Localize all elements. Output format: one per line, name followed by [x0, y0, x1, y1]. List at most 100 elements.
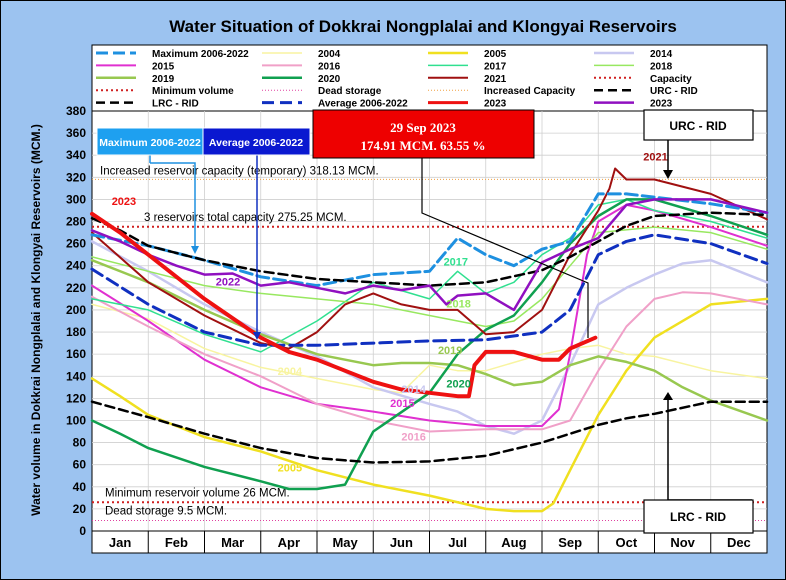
reference-label-minvol: Minimum reservoir volume 26 MCM.	[105, 487, 290, 499]
legend: Maximum 2006-2022 2004 2005 2014 2015 2016 201…	[96, 49, 698, 110]
legend-label-avg: Average 2006-2022	[318, 99, 408, 110]
legend-label-y2016: 2016	[318, 61, 341, 72]
legend-label-inc: Increased Capacity	[484, 86, 576, 97]
legend-label-y2018: 2018	[650, 61, 673, 72]
x-tick-label: Sep	[558, 535, 582, 550]
curve-label-y2020: 2020	[446, 378, 470, 390]
curve-label-y2016: 2016	[401, 431, 425, 443]
series-line-y2019	[90, 258, 769, 422]
series-line-y2005	[90, 297, 769, 513]
series-line-urc	[90, 211, 769, 287]
y-tick-label: 60	[73, 458, 87, 472]
max-annotation-text: Maximum 2006-2022	[99, 137, 201, 149]
x-axis: Jan Feb Mar Apr May Jun Jul Aug Sep Oct Nov Dec	[91, 530, 768, 554]
series-line-y2015	[91, 203, 768, 427]
curve-label-y2019: 2019	[438, 345, 462, 357]
date-box-connector	[421, 158, 589, 338]
max-box-arrow	[150, 162, 196, 252]
y-tick-label: 80	[73, 436, 87, 450]
legend-label-y2004: 2004	[318, 49, 341, 60]
curve-label-y2017: 2017	[444, 257, 468, 269]
x-tick-label: Apr	[278, 535, 300, 550]
legend-label-dead: Dead storage	[318, 86, 382, 97]
y-tick-label: 380	[66, 104, 86, 118]
avg-annotation-box	[202, 127, 311, 156]
lrc-arrow-head	[663, 392, 673, 400]
y-tick-label: 200	[66, 303, 86, 317]
series-line-y2004	[91, 303, 768, 394]
curve-label-y2005: 2005	[278, 462, 302, 474]
max-arrow-head	[191, 246, 199, 254]
legend-label-capacity: Capacity	[650, 74, 692, 85]
legend-label-minvol: Minimum volume	[152, 86, 234, 97]
legend-label-y2023p: 2023	[650, 99, 673, 110]
legend-label-y2005: 2005	[484, 49, 507, 60]
date-annotation-line2: 174.91 MCM. 63.55 %	[361, 138, 486, 153]
y-tick-label: 0	[79, 524, 86, 538]
y-tick-label: 240	[66, 259, 86, 273]
y-tick-label: 140	[66, 369, 86, 383]
series-line-y2016	[91, 291, 768, 433]
curve-label-y2018: 2018	[446, 299, 470, 311]
lrc-annotation-text: LRC - RID	[670, 510, 726, 524]
series-line-avg	[90, 233, 769, 347]
curve-label-y2021: 2021	[643, 152, 667, 164]
max-annotation-box	[96, 127, 205, 156]
x-tick-label: Feb	[165, 535, 188, 550]
y-tick-label: 160	[66, 347, 86, 361]
y-tick-label: 180	[66, 325, 86, 339]
y-tick-label: 260	[66, 237, 86, 251]
y-tick-label: 20	[73, 502, 87, 516]
y-tick-label: 360	[66, 126, 86, 140]
lrc-annotation-box	[643, 499, 754, 534]
reference-label-capacity: 3 reservoirs total capacity 275.25 MCM.	[144, 212, 347, 224]
series-line-lrc	[90, 400, 769, 464]
curve-label-y2015: 2015	[390, 398, 414, 410]
x-tick-label: Aug	[501, 535, 526, 550]
legend-label-max: Maximum 2006-2022	[152, 49, 249, 60]
chart-title: Water Situation of Dokkrai Nongplalai an…	[169, 17, 677, 36]
y-tick-label: 300	[66, 192, 86, 206]
x-tick-label: Nov	[670, 535, 695, 550]
urc-arrow-head	[663, 170, 673, 179]
x-tick-label: Jul	[448, 535, 467, 550]
curve-label-y2023r: 2023	[112, 196, 136, 208]
series-line-y2018	[91, 226, 768, 328]
y-tick-label: 220	[66, 281, 86, 295]
series-line-y2023r	[90, 211, 598, 399]
urc-annotation-box	[643, 109, 754, 141]
reference-label-inc: Increased reservoir capacity (temporary)…	[100, 165, 379, 177]
legend-label-urc: URC - RID	[650, 86, 698, 97]
y-tick-label: 340	[66, 148, 86, 162]
y-tick-label: 100	[66, 413, 86, 427]
series-line-max	[90, 192, 769, 288]
y-ticks: 0 20 40 60 80 100 120 140 160 180 200 220 240 260 280 3…	[66, 104, 86, 538]
x-tick-label: Jan	[109, 535, 131, 550]
y-tick-label: 120	[66, 391, 86, 405]
curve-label-y2014: 2014	[401, 384, 426, 396]
x-tick-label: Jun	[390, 535, 413, 550]
legend-label-y2014: 2014	[650, 49, 673, 60]
legend-label-lrc: LRC - RID	[152, 99, 199, 110]
legend-label-y2019: 2019	[152, 74, 175, 85]
curve-label-y2022: 2022	[216, 277, 240, 289]
y-tick-label: 280	[66, 215, 86, 229]
curve-label-y2004: 2004	[278, 366, 303, 378]
x-tick-label: May	[332, 535, 358, 550]
series-line-y2020	[90, 198, 769, 491]
legend-label-y2017: 2017	[484, 61, 507, 72]
x-tick-label: Mar	[221, 535, 244, 550]
avg-annotation-text: Average 2006-2022	[209, 137, 303, 149]
avg-arrow-head	[253, 332, 261, 340]
date-annotation-box	[312, 109, 535, 159]
legend-label-y2015: 2015	[152, 61, 175, 72]
legend-label-y2020: 2020	[318, 74, 341, 85]
series-line-y2023p	[90, 198, 769, 312]
legend-label-y2021: 2021	[484, 74, 507, 85]
x-tick-label: Oct	[616, 535, 638, 550]
urc-annotation-text: URC - RID	[669, 119, 727, 133]
series-line-y2017	[91, 198, 768, 353]
series-group	[90, 167, 769, 513]
x-tick-label: Dec	[727, 535, 751, 550]
